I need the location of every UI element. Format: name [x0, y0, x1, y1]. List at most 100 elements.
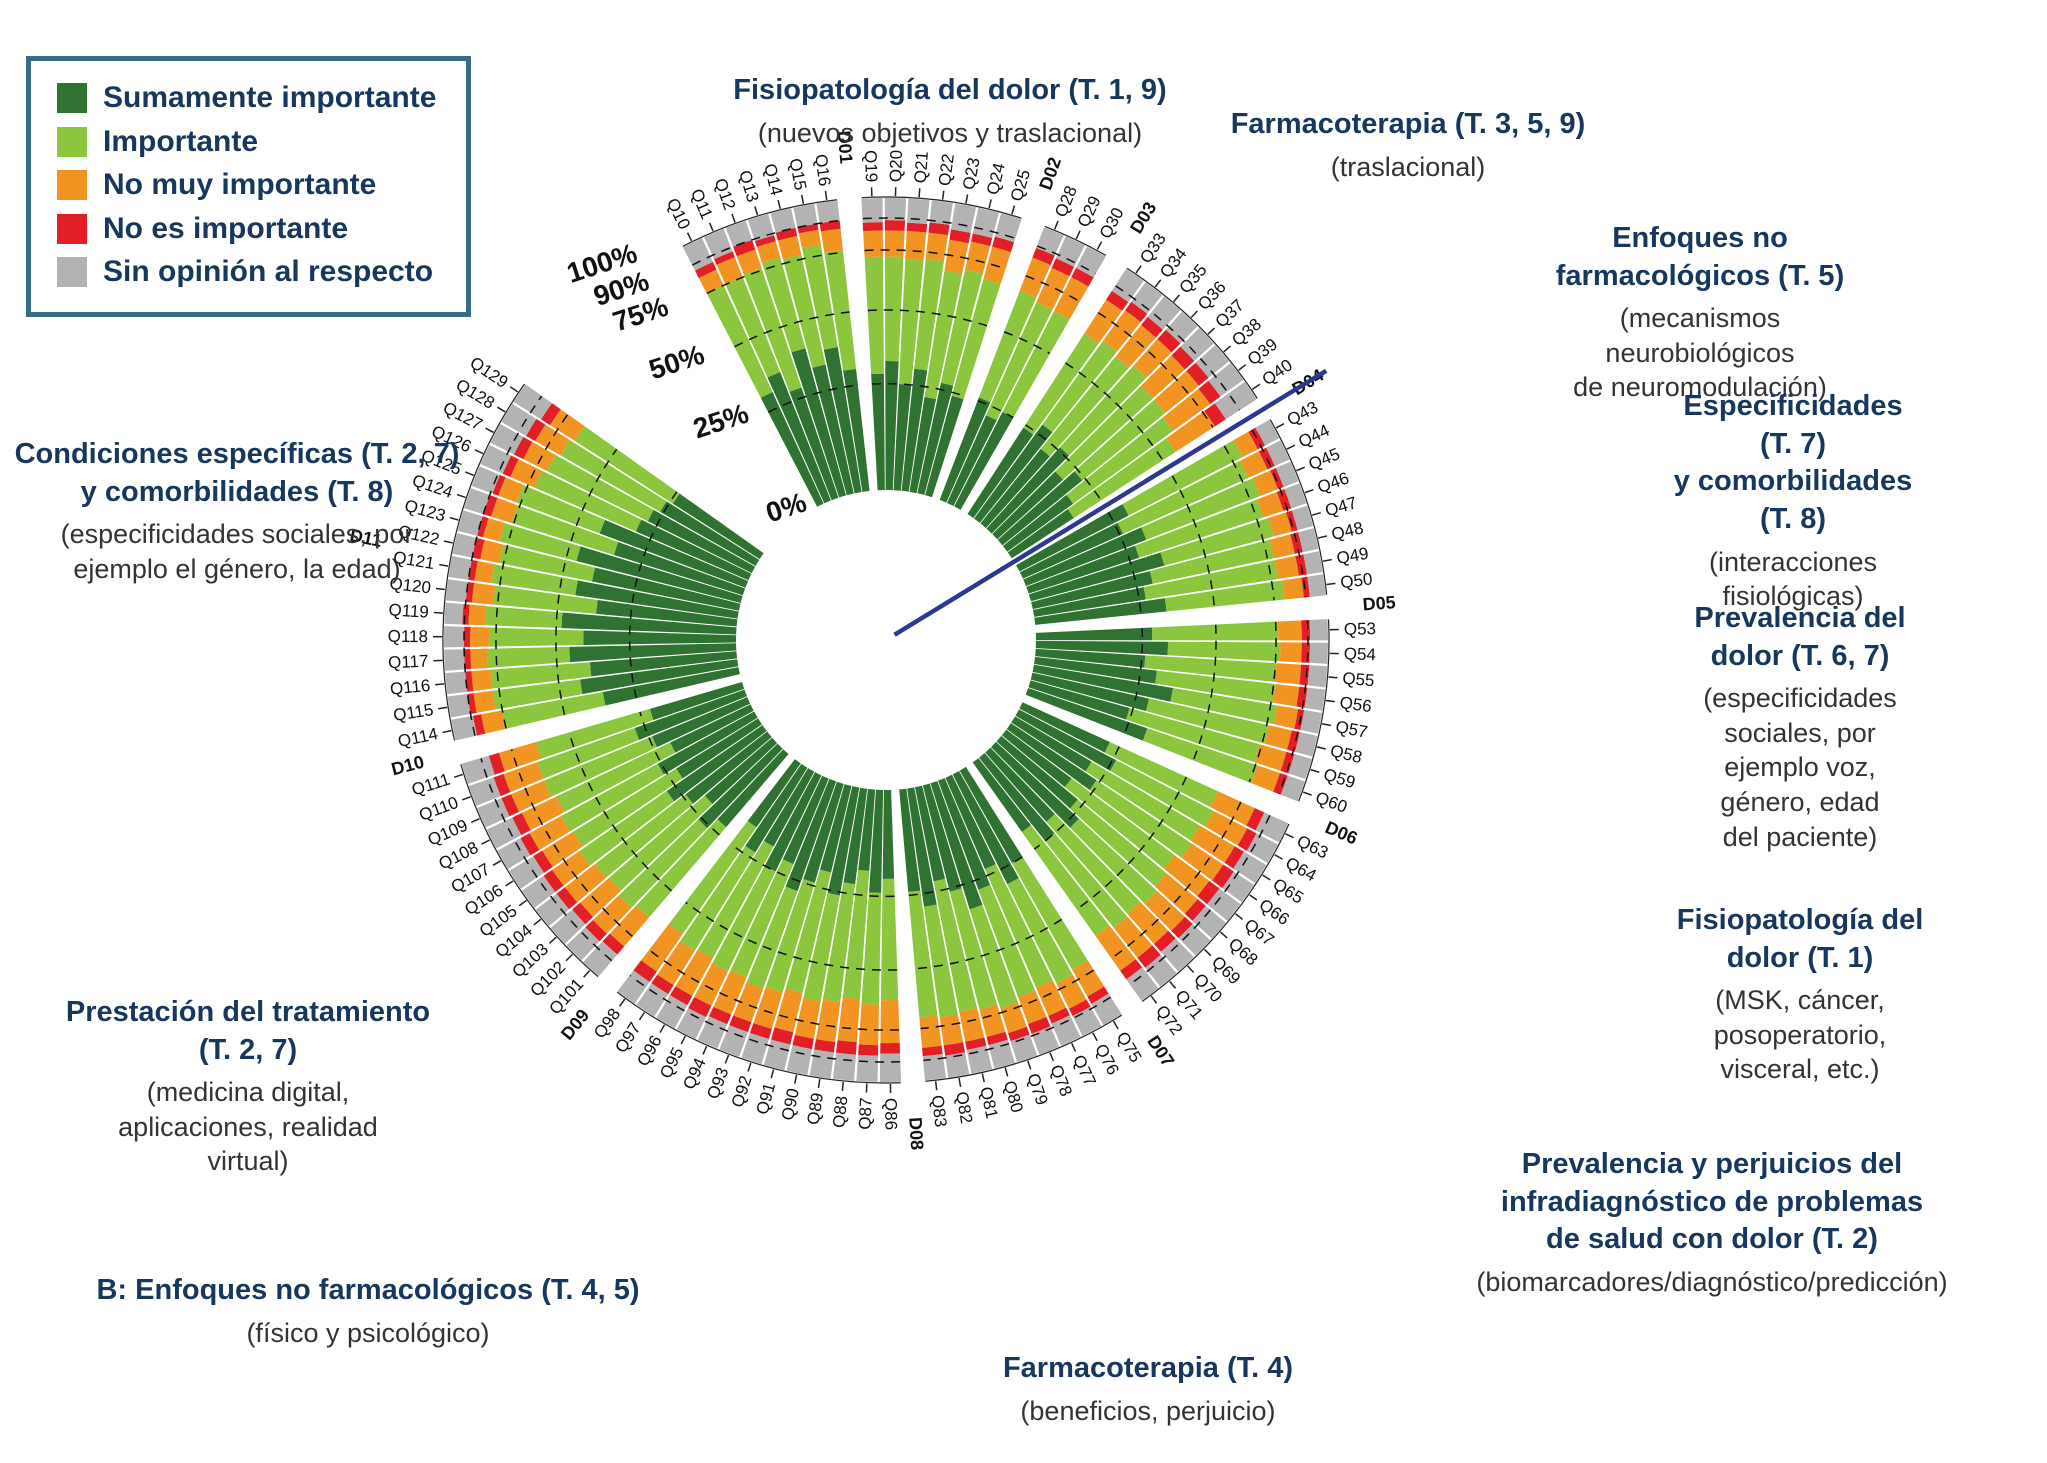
outer-ring — [925, 1014, 1123, 1082]
bar-segment — [1299, 664, 1310, 686]
question-label-Q83: Q83 — [928, 1094, 950, 1128]
bar-Q60 — [1025, 687, 1305, 802]
bar-segment — [1309, 642, 1328, 664]
gridline-50 — [568, 732, 672, 892]
bar-Q24 — [917, 207, 999, 495]
bar-segment — [471, 582, 496, 605]
bar-segment — [1151, 621, 1279, 641]
bar-Q92 — [741, 781, 844, 1065]
bar-segment — [1186, 362, 1209, 386]
bar-segment — [1110, 760, 1214, 827]
domain-D07 — [972, 702, 1289, 1001]
bar-segment — [550, 909, 586, 944]
bar-segment — [713, 970, 747, 1015]
bar-segment — [708, 1006, 732, 1025]
bar-segment — [754, 235, 776, 247]
bar-segment — [978, 290, 1037, 403]
gridline-50 — [1004, 331, 1051, 355]
question-label-Q21: Q21 — [911, 151, 932, 184]
bar-segment — [529, 816, 570, 850]
bar-segment — [1011, 716, 1092, 772]
bar-segment — [657, 941, 695, 986]
bar-segment — [490, 662, 592, 689]
domain-D09 — [617, 759, 902, 1082]
domain-label-D07: D07 — [1143, 1032, 1178, 1071]
gridline-50 — [555, 448, 618, 715]
bar-segment — [499, 523, 581, 562]
bar-segment — [1144, 891, 1185, 931]
bar-segment — [928, 222, 950, 236]
legend-item-4: No es importante — [57, 212, 436, 247]
annotation-title: Fisiopatología del dolor (T. 1, 9) — [733, 74, 1167, 106]
bar-segment — [445, 671, 468, 695]
bar-segment — [908, 890, 938, 1018]
bar-segment — [698, 269, 724, 294]
question-tick — [800, 194, 805, 204]
bar-Q120 — [445, 579, 738, 627]
bar-segment — [992, 471, 1064, 540]
bar-segment — [864, 256, 884, 375]
annotation-title: Fisiopatología del dolor (T. 1) — [1676, 904, 1924, 974]
bar-segment — [907, 198, 930, 225]
bar-segment — [1178, 923, 1211, 956]
bar-segment — [1246, 833, 1278, 864]
question-tick — [474, 449, 484, 455]
question-tick — [1275, 423, 1285, 429]
gridline-25 — [768, 384, 858, 413]
bar-Q105 — [521, 725, 767, 908]
bar-Q54 — [1035, 640, 1328, 664]
bar-segment — [1154, 930, 1176, 952]
bar-segment — [569, 643, 737, 663]
bar-Q106 — [509, 718, 763, 889]
question-tick — [731, 213, 736, 223]
bar-segment — [1222, 871, 1254, 903]
bar-segment — [741, 1032, 769, 1065]
annotation-title: Especificidades (T. 7) y comorbilidades … — [1673, 390, 1913, 536]
bar-segment — [540, 403, 561, 426]
question-tick — [438, 706, 448, 710]
bar-Q48 — [1031, 528, 1319, 610]
bar-segment — [879, 1053, 902, 1082]
bar-segment — [923, 904, 958, 1018]
bar-segment — [945, 774, 996, 870]
bar-segment — [974, 424, 1053, 523]
bar-segment — [1001, 729, 1072, 788]
question-label-Q78: Q78 — [1046, 1062, 1076, 1099]
bar-segment — [666, 725, 767, 802]
bar-segment — [986, 447, 1069, 534]
bar-segment — [1059, 365, 1147, 456]
bar-segment — [914, 258, 944, 371]
bar-Q126 — [480, 444, 752, 581]
question-tick — [497, 406, 506, 413]
bar-segment — [940, 269, 983, 386]
bar-segment — [716, 257, 743, 285]
gridline-90 — [1251, 429, 1307, 598]
bar-segment — [1304, 687, 1326, 711]
bar-segment — [682, 238, 713, 271]
question-label-Q94: Q94 — [679, 1055, 709, 1092]
question-tick — [1328, 676, 1338, 679]
annotation-condiciones-especificas: Condiciones específicas (T. 2, 7) y como… — [15, 436, 460, 586]
legend-label: Sumamente importante — [103, 81, 437, 114]
bar-segment — [1164, 855, 1210, 897]
question-tick — [533, 918, 542, 926]
bar-segment — [1015, 709, 1117, 772]
bar-segment — [1008, 1026, 1030, 1042]
bar-segment — [1254, 744, 1287, 771]
gridline-50 — [1192, 624, 1217, 761]
bar-Q110 — [468, 689, 747, 806]
bar-segment — [922, 1045, 943, 1057]
bar-Q115 — [447, 659, 739, 718]
bar-Q40 — [1007, 381, 1257, 559]
bar-segment — [1288, 754, 1312, 780]
question-tick — [518, 899, 527, 907]
bar-segment — [575, 580, 739, 619]
question-label-Q10: Q10 — [663, 195, 694, 232]
question-label-Q88: Q88 — [829, 1095, 851, 1129]
bar-segment — [672, 493, 764, 560]
bar-segment — [730, 859, 794, 978]
bar-segment — [809, 1049, 834, 1079]
bar-segment — [464, 626, 471, 647]
question-label-Q79: Q79 — [1023, 1071, 1051, 1108]
bar-segment — [901, 368, 928, 492]
